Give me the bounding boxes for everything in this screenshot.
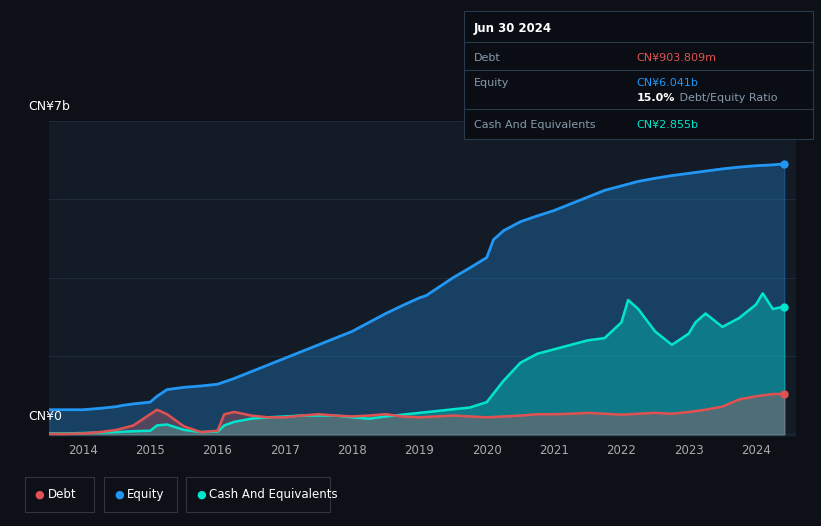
Text: ●: ● (34, 489, 44, 500)
Text: CN¥0: CN¥0 (29, 410, 62, 423)
Text: CN¥6.041b: CN¥6.041b (636, 78, 698, 88)
Text: ●: ● (196, 489, 206, 500)
Text: Equity: Equity (474, 78, 509, 88)
Text: Debt: Debt (474, 53, 501, 63)
Text: Debt: Debt (48, 488, 76, 501)
Text: Cash And Equivalents: Cash And Equivalents (209, 488, 338, 501)
Text: CN¥7b: CN¥7b (29, 100, 71, 113)
Text: Jun 30 2024: Jun 30 2024 (474, 23, 552, 35)
Text: Equity: Equity (127, 488, 165, 501)
Text: CN¥2.855b: CN¥2.855b (636, 120, 699, 130)
Text: ●: ● (114, 489, 124, 500)
Text: 15.0%: 15.0% (636, 93, 675, 103)
Text: Cash And Equivalents: Cash And Equivalents (474, 120, 595, 130)
Text: CN¥903.809m: CN¥903.809m (636, 53, 716, 63)
Text: Debt/Equity Ratio: Debt/Equity Ratio (676, 93, 777, 103)
